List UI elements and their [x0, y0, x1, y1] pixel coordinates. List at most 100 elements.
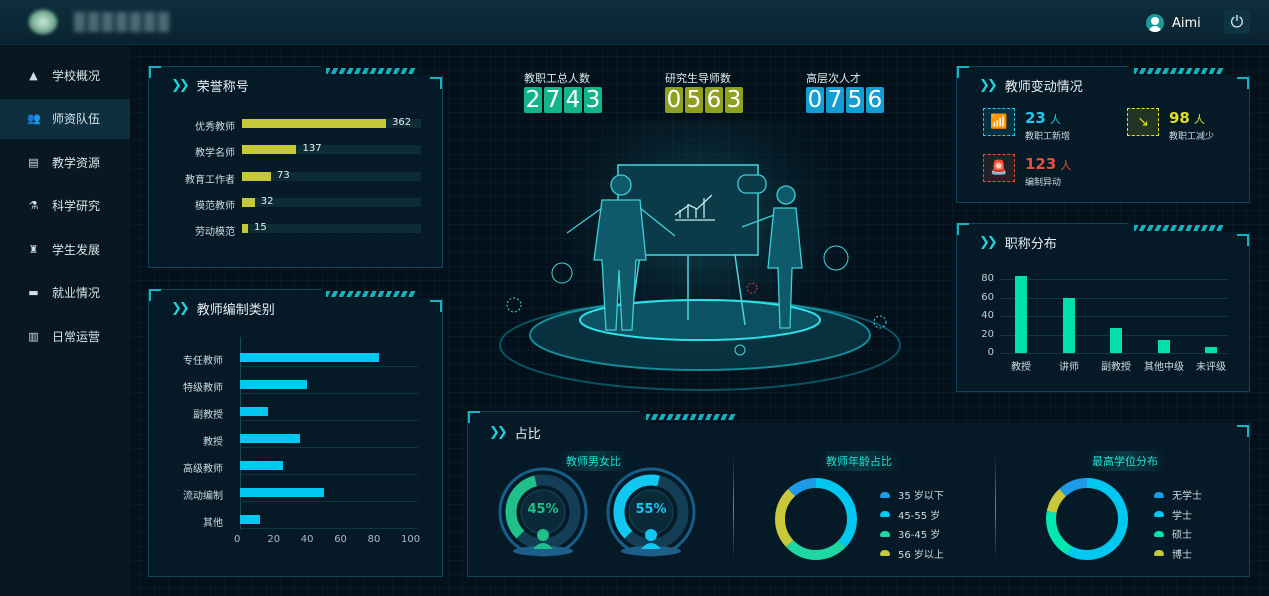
- sidebar-item-6[interactable]: ▥ 日常运营: [0, 316, 130, 356]
- trend-up-icon: 📶: [983, 108, 1015, 136]
- male-percent: 55%: [635, 502, 667, 517]
- category-label: 其他: [203, 518, 223, 529]
- person-icon: [645, 529, 657, 541]
- title-distribution-title: 职称分布: [1004, 237, 1057, 252]
- legend-label: 无学士: [1172, 491, 1202, 502]
- legend-item[interactable]: 56 岁以上: [880, 546, 944, 561]
- category-label: 专任教师: [183, 356, 223, 367]
- legend-item[interactable]: 学士: [1154, 507, 1192, 522]
- gridline: [1000, 279, 1228, 280]
- sidebar-item-label: 学生发展: [52, 242, 101, 257]
- change-text: 98 人教职工减少: [1169, 108, 1214, 142]
- school-icon: ▲: [29, 68, 38, 82]
- x-tick-label: 教授: [1011, 362, 1031, 373]
- legend-label: 硕士: [1172, 530, 1192, 541]
- legend-item[interactable]: 45-55 岁: [880, 507, 940, 522]
- honor-bar-track: [242, 145, 421, 155]
- legend-item[interactable]: 博士: [1154, 546, 1192, 561]
- x-tick-label: 副教授: [1101, 362, 1131, 373]
- change-text: 23 人教职工新增: [1025, 108, 1070, 142]
- gridline: [240, 474, 418, 475]
- teacher-figure-female: [737, 174, 803, 329]
- legend-swatch: [1154, 511, 1164, 517]
- person-icon: [537, 529, 549, 541]
- stat-digit: 6: [866, 87, 884, 113]
- x-tick-label: 0: [234, 534, 241, 545]
- legend-swatch: [880, 491, 890, 498]
- change-label: 编制异动: [1025, 178, 1062, 188]
- sidebar-item-label: 教学资源: [52, 155, 101, 170]
- honor-bar-track: [242, 224, 421, 234]
- x-tick-label: 未评级: [1196, 362, 1226, 373]
- male-gauge: [606, 467, 696, 557]
- bar: [240, 488, 324, 497]
- x-tick-label: 其他中级: [1144, 362, 1184, 373]
- legend-item[interactable]: 36-45 岁: [880, 526, 940, 541]
- change-item: ↘ 98 人教职工减少: [1127, 108, 1214, 142]
- change-value-row: 98 人: [1169, 108, 1214, 127]
- legend-label: 博士: [1172, 549, 1192, 561]
- stat-label: 研究生导师数: [665, 72, 731, 85]
- donut-slice: [775, 478, 857, 560]
- staffing-type-panel: [148, 289, 443, 577]
- x-tick-label: 20: [267, 534, 281, 545]
- bar: [240, 407, 269, 416]
- double-chevron-icon: ❯❯: [489, 425, 508, 440]
- honor-label: 优秀教师: [195, 122, 235, 133]
- honor-label: 教学名师: [195, 148, 235, 160]
- double-chevron-icon: ❯❯: [979, 78, 998, 93]
- gridline: [1000, 316, 1228, 317]
- y-tick-label: 40: [981, 310, 994, 321]
- sidebar-item-label: 师资队伍: [52, 112, 101, 126]
- legend-label: 45-55 岁: [898, 510, 941, 522]
- sidebar-item-0[interactable]: ▲ 学校概况: [0, 55, 130, 95]
- honor-title-wrap: ❯❯ 荣誉称号: [171, 76, 249, 95]
- honor-bar: [242, 224, 248, 234]
- male-gauge-fill: [613, 474, 689, 550]
- change-label: 教职工新增: [1025, 132, 1071, 142]
- sidebar-item-2[interactable]: ▤ 教学资源: [0, 142, 130, 182]
- microscope-icon: ⚗: [28, 199, 39, 212]
- school-logo[interactable]: [28, 9, 58, 35]
- title-distribution-panel: [956, 223, 1250, 392]
- honor-bar: [242, 197, 255, 207]
- legend-swatch: [1154, 550, 1164, 556]
- stat-digit: 3: [725, 87, 743, 113]
- user-name: Aimi: [1172, 15, 1201, 31]
- change-unit: 人: [1193, 113, 1205, 126]
- divider: [995, 455, 996, 560]
- honor-bar: [242, 145, 297, 155]
- sidebar-item-3[interactable]: ⚗ 科学研究: [0, 186, 130, 226]
- user-menu[interactable]: Aimi: [1146, 14, 1201, 32]
- legend-label: 36-45 岁: [898, 530, 941, 541]
- donut-chart: [1046, 478, 1128, 560]
- donut-slice: [1046, 478, 1128, 560]
- degree-ratio-title: 最高学位分布: [1084, 451, 1166, 471]
- school-name-logo: [74, 12, 169, 32]
- honor-bar-track: [242, 197, 421, 207]
- sidebar-item-5[interactable]: ▬ 就业情况: [0, 273, 130, 313]
- change-unit: 人: [1060, 159, 1072, 172]
- x-tick-label: 讲师: [1059, 362, 1079, 373]
- legend-item[interactable]: 硕士: [1154, 526, 1192, 541]
- bar: [1158, 340, 1170, 353]
- honor-value: 73: [277, 169, 290, 181]
- power-button[interactable]: ⏻: [1224, 10, 1250, 34]
- teacher-figure-male: [566, 174, 676, 331]
- honor-value: 32: [260, 195, 274, 207]
- stat-label: 教职工总人数: [524, 72, 590, 85]
- legend-item[interactable]: 35 岁以下: [880, 487, 944, 502]
- change-value-row: 23 人: [1025, 108, 1070, 127]
- change-value-row: 123 人: [1025, 154, 1071, 173]
- stat-digit: 4: [564, 87, 582, 113]
- sidebar-item-1[interactable]: 👥 师资队伍: [0, 98, 130, 139]
- change-value: 23: [1025, 109, 1046, 127]
- change-item: 📶 23 人教职工新增: [983, 108, 1070, 142]
- double-chevron-icon: ❯❯: [171, 78, 190, 93]
- legend-swatch: [1154, 530, 1164, 537]
- bar: [240, 515, 261, 524]
- legend-item[interactable]: 无学士: [1154, 487, 1202, 502]
- sidebar-item-4[interactable]: ♜ 学生发展: [0, 229, 130, 269]
